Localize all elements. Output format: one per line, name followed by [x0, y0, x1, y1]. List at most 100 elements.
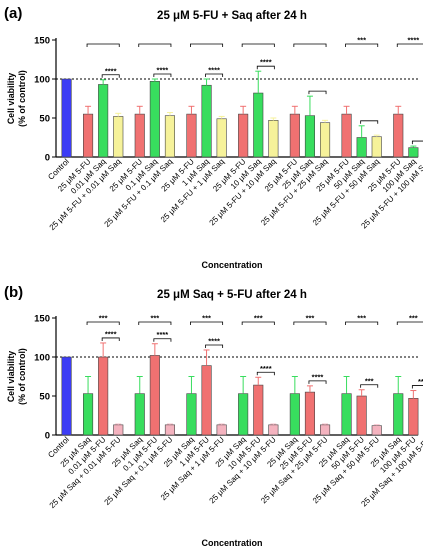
bar — [253, 384, 264, 436]
bar — [341, 113, 352, 158]
bar — [134, 113, 145, 158]
panel-a-x-axis-title: Concentration — [201, 260, 262, 270]
bar — [319, 424, 331, 436]
significance-bracket — [190, 321, 224, 325]
bar — [238, 393, 249, 436]
bar — [61, 356, 72, 436]
significance-label: **** — [260, 58, 272, 67]
bar — [149, 355, 160, 436]
panel-b: (b) 25 μM Saq + 5-FU after 24 h Concentr… — [4, 284, 423, 548]
panel-a-label: (a) — [4, 5, 22, 22]
significance-bracket — [256, 371, 275, 376]
significance-bracket — [86, 321, 120, 325]
significance-bracket — [138, 321, 172, 325]
bar — [408, 147, 419, 158]
significance-label: **** — [157, 66, 169, 75]
bar — [253, 92, 264, 158]
significance-label: *** — [306, 314, 315, 323]
y-tick-label: 150 — [34, 314, 50, 325]
bar — [319, 122, 331, 158]
panel-a: (a) 25 μM 5-FU + Saq after 24 h Concentr… — [4, 5, 423, 270]
significance-bracket — [345, 321, 379, 325]
significance-label: *** — [357, 314, 366, 323]
significance-bracket — [138, 43, 172, 47]
bar — [341, 393, 352, 436]
y-axis-title: (% of control) — [17, 70, 27, 127]
bar — [289, 113, 300, 158]
bar — [83, 393, 94, 436]
bar — [356, 395, 367, 436]
significance-label: **** — [157, 330, 169, 339]
significance-bracket — [396, 43, 423, 47]
panel-a-title: 25 μM 5-FU + Saq after 24 h — [157, 10, 307, 22]
bar — [371, 136, 382, 158]
panel-b-x-axis-title: Concentration — [201, 538, 262, 548]
y-tick-label: 0 — [45, 431, 50, 442]
significance-label: **** — [260, 364, 272, 373]
significance-bracket — [205, 344, 224, 348]
significance-bracket — [345, 43, 379, 47]
significance-label: *** — [254, 314, 263, 323]
significance-bracket — [86, 43, 120, 47]
y-axis-title: Cell viability — [6, 351, 16, 402]
significance-label: **** — [408, 36, 420, 45]
bar — [356, 137, 367, 158]
significance-label: ** — [418, 377, 423, 386]
y-tick-label: 150 — [34, 36, 50, 47]
significance-label: *** — [409, 314, 418, 323]
bar — [61, 78, 72, 158]
significance-label: **** — [312, 372, 324, 381]
significance-label: *** — [99, 314, 108, 323]
bar — [268, 424, 279, 436]
significance-label: *** — [150, 314, 159, 323]
y-tick-label: 0 — [45, 153, 50, 164]
significance-bracket — [190, 43, 224, 47]
bar — [238, 113, 249, 158]
y-axis-title: Cell viability — [6, 73, 16, 124]
bar — [113, 424, 124, 436]
bar — [216, 118, 227, 158]
significance-label: *** — [365, 376, 374, 385]
bar — [149, 81, 160, 158]
panel-b-label: (b) — [4, 284, 23, 301]
significance-bracket — [241, 43, 275, 47]
significance-bracket — [101, 74, 120, 78]
significance-label: **** — [105, 66, 117, 75]
panel-b-title: 25 μM Saq + 5-FU after 24 h — [157, 289, 307, 301]
y-tick-label: 50 — [39, 392, 50, 403]
bar — [393, 393, 404, 436]
bar — [201, 365, 212, 436]
significance-bracket — [411, 140, 423, 145]
bar — [304, 115, 316, 158]
bar — [186, 393, 197, 436]
significance-label: **** — [105, 329, 117, 338]
significance-label: *** — [357, 36, 366, 45]
significance-label: *** — [202, 314, 211, 323]
significance-bracket — [293, 43, 327, 47]
significance-bracket — [256, 65, 275, 70]
bar — [164, 424, 175, 436]
bar — [393, 113, 404, 158]
bar — [268, 120, 279, 158]
bar — [134, 393, 145, 436]
y-tick-label: 100 — [34, 353, 50, 364]
bar — [98, 356, 109, 436]
significance-label: **** — [208, 336, 220, 345]
significance-bracket — [205, 73, 224, 77]
bar — [83, 113, 94, 158]
bar — [186, 113, 197, 158]
bar — [98, 84, 109, 158]
significance-bracket — [360, 384, 379, 388]
significance-bracket — [153, 73, 172, 77]
significance-bracket — [396, 321, 423, 325]
significance-bracket — [308, 90, 327, 95]
bar — [408, 398, 419, 436]
bar — [216, 424, 227, 436]
y-axis-title: (% of control) — [17, 348, 27, 405]
significance-label: **** — [208, 66, 220, 75]
significance-bracket — [241, 321, 275, 325]
bar — [371, 425, 382, 436]
significance-bracket — [360, 120, 379, 124]
significance-bracket — [101, 337, 120, 341]
